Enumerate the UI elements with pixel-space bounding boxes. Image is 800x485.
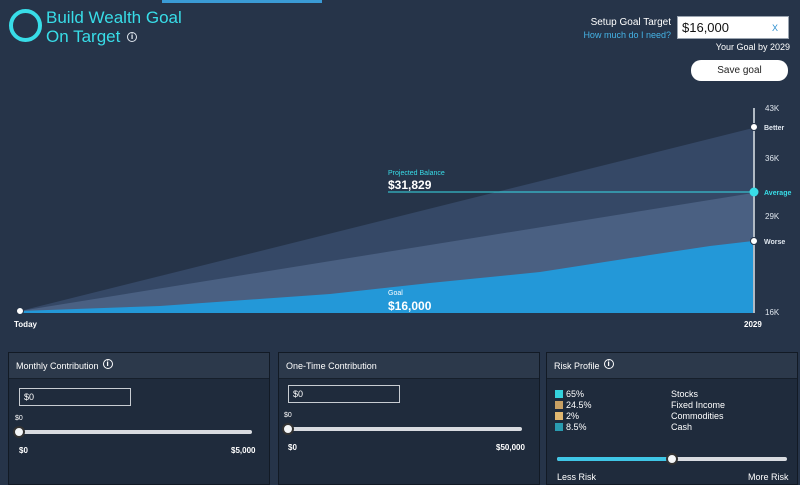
- projected-balance-value: $31,829: [388, 178, 432, 192]
- y-tick-43k: 43K: [765, 104, 780, 113]
- chart-goal-area: [20, 241, 753, 313]
- risk-row-commodities: 2% Commodities: [555, 411, 785, 422]
- one-time-contribution-panel: One-Time Contribution $0 $0 $0 $50,000: [278, 352, 540, 485]
- monthly-slider-track[interactable]: [19, 430, 252, 434]
- risk-row-fixed-income: 24.5% Fixed Income: [555, 400, 785, 411]
- risk-name: Stocks: [671, 389, 699, 399]
- one-time-contribution-input[interactable]: $0: [288, 385, 400, 403]
- risk-pct: 2%: [566, 411, 580, 421]
- label-average: Average: [764, 190, 791, 197]
- less-risk-label: Less Risk: [557, 472, 597, 482]
- legend-swatch-cash: [555, 423, 563, 431]
- projection-chart: 43K 36K 29K 16K Better Average Worse Pro…: [14, 104, 791, 329]
- goal-target-value: $16,000: [682, 20, 729, 35]
- one-time-contribution-title: One-Time Contribution: [286, 361, 377, 371]
- info-icon[interactable]: i: [102, 359, 113, 369]
- one-time-contribution-header: One-Time Contribution: [279, 353, 539, 379]
- label-better: Better: [764, 125, 785, 132]
- save-goal-button[interactable]: Save goal: [691, 60, 788, 81]
- monthly-contribution-input[interactable]: $0: [19, 388, 131, 406]
- y-tick-36k: 36K: [765, 154, 780, 163]
- legend-swatch-stocks: [555, 390, 563, 398]
- risk-pct: 24.5%: [566, 400, 592, 410]
- risk-profile-title: Risk Profile: [554, 361, 600, 371]
- risk-name: Cash: [671, 422, 693, 432]
- one-time-slider-handle[interactable]: [282, 423, 294, 435]
- risk-profile-panel: Risk Profile i 65% Stocks 24.5% Fixed Inc…: [546, 352, 798, 485]
- x-label-2029: 2029: [744, 320, 762, 329]
- one-time-slider-min: $0: [288, 443, 297, 452]
- y-tick-29k: 29K: [765, 212, 780, 221]
- goal-target-input[interactable]: $16,000 X: [677, 16, 789, 39]
- risk-name: Commodities: [671, 411, 724, 421]
- monthly-contribution-panel: Monthly Contribution i $0 $0 $0 $5,000: [8, 352, 270, 485]
- risk-pct: 65%: [566, 389, 585, 399]
- marker-better[interactable]: [750, 123, 758, 131]
- one-time-slider-value: $0: [284, 412, 292, 419]
- projected-balance-label: Projected Balance: [388, 170, 445, 177]
- risk-slider-fill: [557, 457, 672, 461]
- info-icon[interactable]: i: [127, 32, 138, 42]
- setup-goal-target-label: Setup Goal Target: [590, 17, 671, 28]
- legend-swatch-commodities: [555, 412, 563, 420]
- risk-profile-header: Risk Profile i: [547, 353, 797, 379]
- one-time-slider-max: $50,000: [496, 443, 525, 452]
- monthly-slider-value: $0: [15, 415, 23, 422]
- goal-title-text: Build Wealth Goal On Target: [46, 8, 182, 46]
- legend-swatch-fixed-income: [555, 401, 563, 409]
- info-icon[interactable]: i: [603, 359, 614, 369]
- top-accent-bar: [162, 0, 322, 3]
- y-tick-16k: 16K: [765, 308, 780, 317]
- marker-average[interactable]: [749, 187, 759, 197]
- monthly-slider-handle[interactable]: [13, 426, 25, 438]
- monthly-contribution-title: Monthly Contribution: [16, 361, 99, 371]
- goal-value: $16,000: [388, 299, 432, 313]
- clear-icon[interactable]: X: [771, 22, 778, 33]
- marker-today: [16, 307, 24, 315]
- goal-status-ring-icon: [9, 9, 42, 42]
- monthly-slider-max: $5,000: [231, 446, 256, 455]
- goal-by-label: Your Goal by 2029: [715, 42, 790, 52]
- how-much-link[interactable]: How much do I need?: [583, 30, 671, 40]
- goal-title: Build Wealth Goal On Target i: [46, 8, 206, 46]
- x-label-today: Today: [14, 320, 38, 329]
- marker-worse[interactable]: [750, 237, 758, 245]
- monthly-slider-min: $0: [19, 446, 28, 455]
- one-time-slider-track[interactable]: [288, 427, 522, 431]
- risk-name: Fixed Income: [671, 400, 726, 410]
- monthly-contribution-header: Monthly Contribution i: [9, 353, 269, 379]
- risk-slider-handle[interactable]: [666, 453, 678, 465]
- risk-pct: 8.5%: [566, 422, 587, 432]
- risk-row-cash: 8.5% Cash: [555, 422, 785, 433]
- goal-label: Goal: [388, 290, 403, 297]
- risk-row-stocks: 65% Stocks: [555, 389, 785, 400]
- more-risk-label: More Risk: [748, 472, 789, 482]
- label-worse: Worse: [764, 239, 785, 246]
